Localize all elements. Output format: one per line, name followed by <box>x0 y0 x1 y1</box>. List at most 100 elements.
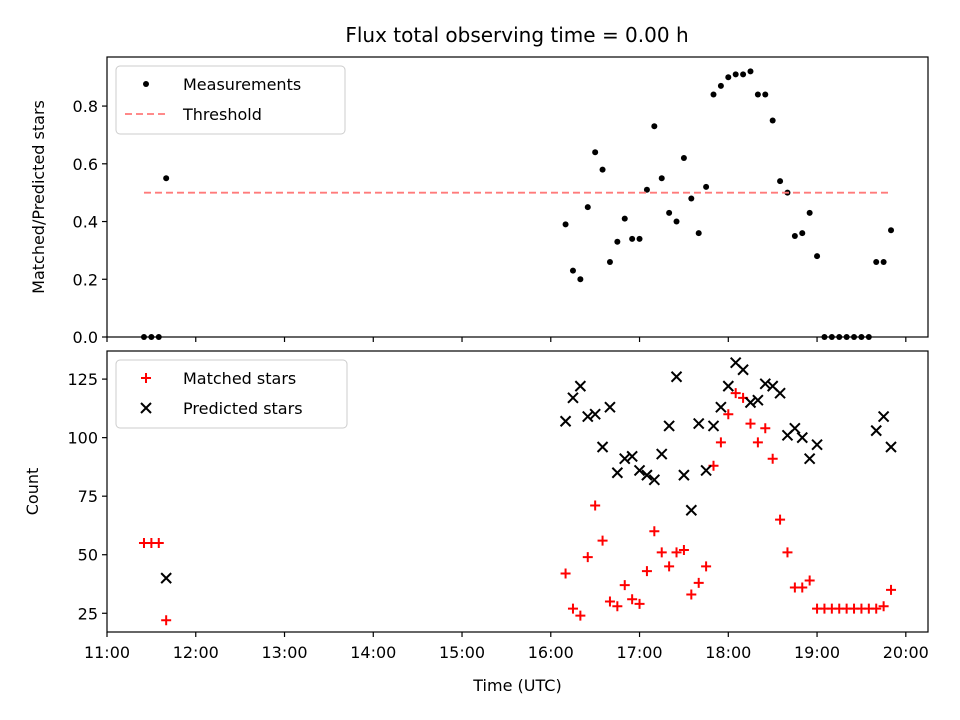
matched-stars-point <box>767 453 778 464</box>
predicted-stars-point <box>737 364 749 376</box>
predicted-stars-point <box>796 431 808 444</box>
predicted-stars-point <box>611 467 624 479</box>
matched-stars-point <box>612 601 623 612</box>
measurement-point <box>562 221 569 228</box>
plot-area <box>140 68 895 340</box>
predicted-stars-point <box>870 424 882 437</box>
predicted-stars-point <box>752 394 764 406</box>
predicted-stars-point <box>670 371 683 383</box>
matched-stars-point <box>664 561 675 572</box>
matched-stars-point <box>560 568 571 579</box>
measurement-point <box>725 74 732 81</box>
measurement-point <box>614 238 621 245</box>
panel-top: 0.0 0.2 0.4 0.6 0.8 Matched/Predicted stars Me… <box>29 56 929 347</box>
legend-measurements-swatch <box>143 81 149 87</box>
matched-stars-point <box>590 500 601 511</box>
predicted-stars-point <box>604 401 616 413</box>
y-tick-label: 0.0 <box>73 328 98 347</box>
matched-stars-point <box>723 409 734 420</box>
matched-stars-point <box>804 575 815 586</box>
measurement-point <box>769 117 776 124</box>
matched-stars-point <box>671 547 682 558</box>
legend-label: Matched stars <box>183 369 296 388</box>
matched-stars-point <box>161 615 172 626</box>
matched-stars-point <box>686 589 697 600</box>
x-tick-label: 17:00 <box>616 643 662 662</box>
measurement-point <box>140 334 147 340</box>
measurement-point <box>880 258 887 265</box>
matched-stars-point <box>715 437 726 448</box>
measurement-point <box>888 227 895 234</box>
x-tick-label: 11:00 <box>84 643 130 662</box>
matched-stars-point <box>627 594 638 605</box>
measurement-point <box>658 175 665 182</box>
x-tick-label: 15:00 <box>439 643 485 662</box>
matched-stars-point <box>567 603 578 614</box>
y-tick-label: 25 <box>78 604 98 623</box>
x-tick-label: 14:00 <box>350 643 396 662</box>
measurement-point <box>717 82 724 89</box>
predicted-stars-point <box>774 387 786 399</box>
matched-stars-point <box>649 526 660 537</box>
predicted-stars-point <box>803 453 816 465</box>
measurement-point <box>606 258 613 265</box>
matched-stars-point <box>678 545 689 556</box>
predicted-stars-point <box>700 464 712 477</box>
y-tick-label: 0.4 <box>73 213 98 232</box>
legend-label: Measurements <box>183 75 301 94</box>
measurement-point <box>651 123 658 130</box>
predicted-stars-point <box>715 401 727 413</box>
matched-stars-point <box>619 580 630 591</box>
measurement-point <box>569 267 576 274</box>
measurement-point <box>754 91 761 98</box>
predicted-stars-point <box>160 572 172 584</box>
predicted-stars-point <box>619 453 631 465</box>
matched-stars-point <box>878 601 889 612</box>
predicted-stars-point <box>648 474 661 486</box>
matched-stars-point <box>752 437 763 448</box>
measurement-point <box>643 186 650 193</box>
x-tick-label: 12:00 <box>173 643 219 662</box>
predicted-stars-point <box>877 410 890 423</box>
measurement-point <box>629 235 636 242</box>
measurement-point <box>680 155 687 162</box>
y-tick-label: 0.6 <box>73 155 98 174</box>
legend-predicted-swatch <box>140 402 152 414</box>
matched-stars-point <box>782 547 793 558</box>
predicted-stars-point <box>678 469 690 481</box>
predicted-stars-point <box>589 408 601 420</box>
axes-frame <box>106 350 929 633</box>
matched-stars-point <box>730 388 741 399</box>
axes-frame <box>106 56 929 338</box>
predicted-stars-point <box>722 380 735 392</box>
y-tick-label: 75 <box>78 487 98 506</box>
measurement-point <box>155 334 162 340</box>
predicted-stars-point <box>707 420 720 432</box>
predicted-stars-point <box>685 504 698 516</box>
measurement-point <box>592 149 599 156</box>
matched-stars-point <box>582 552 593 563</box>
measurement-point <box>791 232 798 239</box>
measurement-point <box>621 215 628 222</box>
y-tick-label: 0.8 <box>73 97 98 116</box>
plot-area <box>138 357 897 626</box>
matched-stars-point <box>656 547 667 558</box>
measurement-point <box>695 230 702 237</box>
matched-stars-point <box>775 514 786 525</box>
x-axis-label: Time (UTC) <box>472 676 561 695</box>
legend-box <box>115 359 348 429</box>
measurement-point <box>577 276 584 283</box>
measurement-point <box>777 178 784 185</box>
matched-stars-point <box>745 418 756 429</box>
y-tick-label: 125 <box>67 370 98 389</box>
measurement-point <box>703 183 710 190</box>
y-axis-label: Matched/Predicted stars <box>29 100 48 294</box>
predicted-stars-point <box>582 410 594 423</box>
measurement-point <box>865 334 872 340</box>
predicted-stars-point <box>641 469 653 481</box>
y-tick-label: 100 <box>67 429 98 448</box>
y-tick-label: 0.2 <box>73 270 98 289</box>
measurement-point <box>636 235 643 242</box>
legend-box <box>115 65 346 135</box>
